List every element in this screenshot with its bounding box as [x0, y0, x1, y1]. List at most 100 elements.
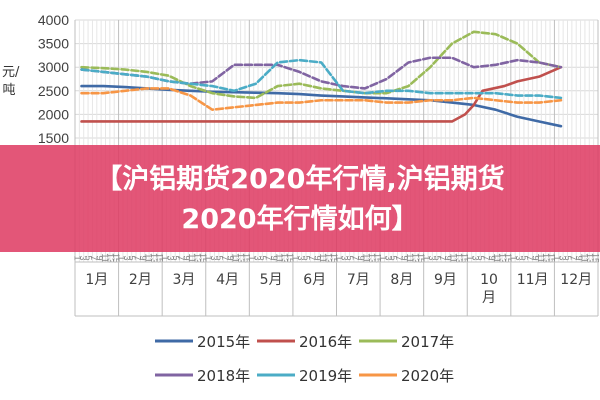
banner-line-1: 【沪铝期货2020年行情,沪铝期货	[95, 164, 505, 195]
day-label: 13	[149, 253, 159, 263]
day-label: 3	[253, 255, 263, 260]
month-label: 8月	[390, 272, 413, 288]
day-label: 15	[111, 253, 121, 263]
banner-line-2: 2020年行情如何】	[181, 204, 419, 235]
day-label: 7	[525, 255, 535, 260]
day-label: 1	[509, 255, 519, 260]
day-label: 9	[400, 255, 410, 260]
day-label: 15	[372, 253, 382, 263]
day-label: 15	[460, 253, 470, 263]
y-tick-label: 3000	[38, 59, 69, 75]
day-label: 1	[203, 255, 213, 260]
day-label: 3	[427, 255, 437, 260]
day-label: 11	[144, 253, 154, 262]
day-label: 15	[503, 253, 513, 263]
day-label: 1	[160, 255, 170, 260]
day-label: 11	[231, 253, 241, 262]
day-label: 5	[519, 255, 529, 260]
day-label: 11	[274, 253, 284, 262]
day-label: 3	[122, 255, 132, 260]
day-label: 5	[127, 255, 137, 260]
legend: 2015年 2016年 2017年 2018年 2019年 2020年	[155, 333, 454, 385]
day-label: 13	[367, 253, 377, 263]
series-line-2020年	[80, 87, 563, 111]
legend-label: 2017年	[401, 333, 454, 351]
day-label: 11	[579, 253, 589, 262]
day-label: 13	[323, 253, 333, 263]
day-label: 7	[263, 255, 273, 260]
month-label: 7月	[347, 272, 370, 288]
day-label: 5	[258, 255, 268, 260]
day-label: 13	[498, 253, 508, 263]
day-label: 7	[481, 255, 491, 260]
day-label: 7	[438, 255, 448, 260]
day-label: 3	[78, 255, 88, 260]
day-label: 15	[242, 253, 252, 263]
month-label: 1月	[85, 272, 108, 288]
day-label: 15	[590, 253, 600, 263]
day-label: 7	[89, 255, 99, 260]
day-label: 1	[421, 255, 431, 260]
day-label: 5	[389, 255, 399, 260]
day-label: 11	[449, 253, 459, 262]
month-label: 11月	[517, 272, 549, 288]
month-label: 12月	[560, 272, 592, 288]
day-label: 9	[530, 255, 540, 260]
day-label: 9	[574, 255, 584, 260]
day-label: 9	[138, 255, 148, 260]
month-label: 4月	[216, 272, 239, 288]
day-label: 9	[487, 255, 497, 260]
day-label: 13	[454, 253, 464, 263]
series-line-2016年	[80, 65, 563, 123]
day-label: 1	[73, 255, 83, 260]
day-label: 5	[345, 255, 355, 260]
day-label: 9	[312, 255, 322, 260]
day-label: 11	[492, 253, 502, 262]
y-axis-title-text: 元/吨	[2, 65, 20, 98]
day-label: 1	[552, 255, 562, 260]
day-label: 7	[176, 255, 186, 260]
day-label: 7	[351, 255, 361, 260]
series-line-2017年	[80, 30, 563, 100]
y-tick-label: 2500	[38, 83, 69, 99]
month-label: 9月	[434, 272, 457, 288]
day-label: 7	[394, 255, 404, 260]
day-label: 7	[220, 255, 230, 260]
day-label: 13	[193, 253, 203, 263]
day-label: 7	[568, 255, 578, 260]
y-tick-label: 4000	[38, 12, 69, 28]
series-lines	[80, 30, 563, 128]
month-label: 10	[480, 272, 498, 288]
legend-label: 2019年	[299, 367, 352, 385]
day-label: 5	[563, 255, 573, 260]
day-label: 9	[225, 255, 235, 260]
series-line-2019年	[80, 58, 563, 100]
day-label: 9	[95, 255, 105, 260]
day-label: 5	[476, 255, 486, 260]
month-label: 月	[482, 290, 496, 306]
day-label: 11	[187, 253, 197, 262]
day-label: 1	[247, 255, 257, 260]
day-label: 11	[318, 253, 328, 262]
day-label: 1	[334, 255, 344, 260]
day-label: 7	[307, 255, 317, 260]
legend-label: 2016年	[299, 333, 352, 351]
day-label: 15	[329, 253, 339, 263]
banner-title: 【沪铝期货2020年行情,沪铝期货 2020年行情如何】	[0, 160, 600, 240]
day-label: 11	[100, 253, 110, 262]
day-label: 11	[405, 253, 415, 262]
legend-label: 2015年	[197, 333, 250, 351]
y-tick-label: 2000	[38, 106, 69, 122]
day-label: 1	[291, 255, 301, 260]
x-axis: 135791113151月135791113152月135791113153月1…	[73, 253, 600, 317]
day-label: 5	[84, 255, 94, 260]
day-label: 9	[443, 255, 453, 260]
month-label: 2月	[129, 272, 152, 288]
day-label: 13	[541, 253, 551, 263]
day-label: 9	[182, 255, 192, 260]
day-label: 3	[296, 255, 306, 260]
day-label: 13	[280, 253, 290, 263]
day-label: 5	[171, 255, 181, 260]
day-label: 5	[432, 255, 442, 260]
month-label: 6月	[303, 272, 326, 288]
